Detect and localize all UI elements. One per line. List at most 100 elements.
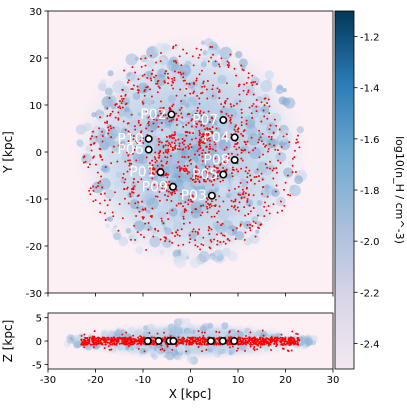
red-point	[195, 165, 198, 168]
red-point	[170, 193, 173, 196]
red-point	[204, 128, 207, 131]
gas-blob	[111, 141, 122, 152]
red-point	[225, 82, 228, 85]
red-point	[150, 72, 153, 75]
red-point	[149, 88, 152, 91]
red-point	[279, 162, 282, 164]
red-point	[250, 179, 252, 182]
red-point	[124, 103, 127, 106]
red-point	[121, 217, 124, 220]
red-point	[240, 151, 243, 154]
red-point	[280, 333, 283, 336]
red-point	[179, 108, 181, 111]
red-point	[255, 175, 258, 178]
label-p02: P02	[140, 107, 166, 123]
red-point	[270, 336, 273, 339]
red-point	[150, 216, 153, 218]
red-point	[249, 343, 252, 346]
gas-blob	[236, 331, 244, 339]
gas-blob	[151, 228, 158, 235]
red-point	[246, 341, 249, 344]
red-point	[200, 243, 203, 246]
red-point	[208, 143, 211, 146]
red-point	[162, 152, 165, 154]
red-point	[189, 92, 192, 95]
red-point	[238, 83, 241, 86]
gas-blob	[169, 222, 182, 235]
red-point	[126, 187, 128, 190]
red-point	[136, 141, 139, 144]
red-point	[267, 205, 270, 207]
red-point	[270, 138, 273, 141]
marker-p04	[230, 133, 239, 142]
red-point	[130, 134, 133, 136]
gas-blob	[220, 348, 226, 354]
gas-blob	[167, 323, 176, 332]
red-point	[87, 166, 90, 169]
red-point	[126, 151, 129, 154]
red-point	[126, 337, 129, 340]
red-point	[128, 152, 131, 155]
red-point	[214, 198, 217, 201]
red-point	[191, 55, 194, 58]
colorbar-tick-label: -2.2	[360, 288, 380, 299]
red-point	[126, 81, 129, 84]
red-point	[175, 112, 178, 115]
y-tick-label: 5	[36, 314, 42, 325]
red-point	[108, 348, 111, 351]
gas-blob	[85, 145, 92, 152]
colorbar-tick-label: -2.4	[360, 339, 380, 350]
red-point	[244, 192, 247, 195]
red-point	[123, 143, 125, 146]
gas-blob	[217, 74, 227, 85]
red-point	[124, 160, 127, 163]
red-point	[124, 341, 127, 344]
red-point	[247, 91, 249, 94]
red-point	[200, 69, 203, 72]
red-point	[176, 229, 179, 232]
red-point	[206, 97, 209, 100]
red-point	[193, 153, 196, 156]
red-point	[268, 135, 270, 138]
gas-blob	[265, 122, 278, 135]
red-point	[254, 235, 257, 238]
red-point	[199, 339, 202, 342]
red-point	[171, 191, 174, 194]
red-point	[141, 216, 144, 219]
red-point	[214, 340, 217, 343]
red-point	[199, 147, 202, 149]
gas-blob	[161, 349, 165, 353]
red-point	[187, 203, 190, 206]
red-point	[198, 341, 201, 344]
red-point	[188, 234, 191, 237]
red-point	[258, 180, 261, 183]
red-point	[174, 146, 177, 149]
red-point	[193, 169, 196, 172]
red-point	[96, 337, 99, 340]
red-point	[227, 66, 230, 69]
red-point	[195, 338, 198, 341]
red-point	[210, 116, 213, 119]
edge-on-markers	[143, 336, 239, 345]
red-point	[178, 175, 181, 178]
red-point	[208, 136, 211, 139]
red-point	[185, 350, 188, 353]
gas-blob	[196, 197, 202, 203]
label-p08: P08	[203, 152, 229, 168]
red-point	[150, 336, 153, 339]
red-point	[197, 346, 200, 348]
red-point	[117, 229, 120, 232]
gas-blob	[191, 206, 196, 212]
red-point	[180, 73, 183, 76]
red-point	[85, 343, 88, 346]
red-point	[229, 336, 232, 339]
gas-blob	[196, 173, 209, 187]
red-point	[206, 127, 209, 130]
red-point	[180, 106, 183, 109]
red-point	[179, 71, 182, 74]
red-point	[252, 220, 255, 223]
red-point	[92, 189, 95, 192]
red-point	[94, 163, 97, 166]
gas-blob	[135, 344, 140, 349]
red-point	[99, 116, 102, 119]
